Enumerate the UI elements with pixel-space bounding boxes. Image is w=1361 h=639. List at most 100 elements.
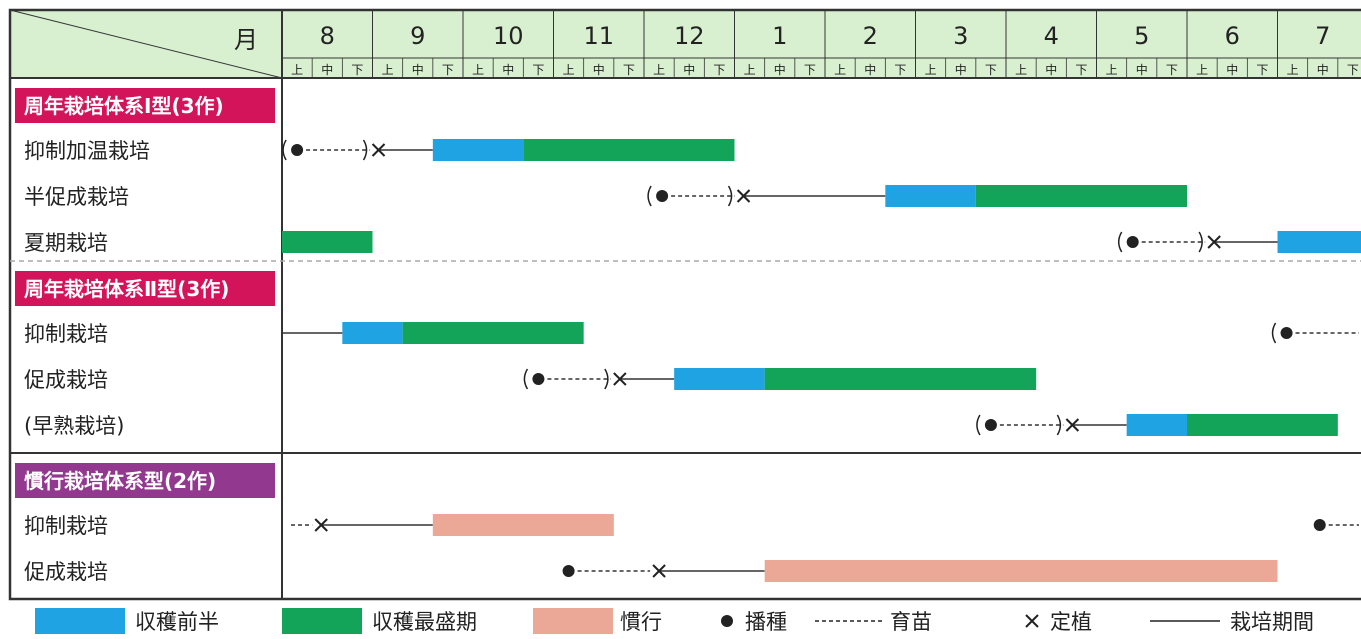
system-title-badge (15, 271, 275, 306)
month-label: 4 (1044, 22, 1059, 50)
sub-period-label: 下 (985, 63, 997, 77)
legend-label: 慣行 (620, 610, 662, 634)
planting-cross-icon (1065, 418, 1080, 432)
month-label: 6 (1225, 22, 1240, 50)
month-label: 10 (493, 22, 524, 50)
sowing-dot-icon (532, 373, 545, 385)
sub-period-label: 下 (1166, 63, 1178, 77)
corner-diagonal (9, 9, 283, 79)
legend-planting-cross-icon (1025, 614, 1039, 628)
crop-row-label: 夏期栽培 (24, 231, 108, 255)
legend-label: 栽培期間 (1230, 610, 1314, 634)
sub-period-label: 下 (1256, 63, 1268, 77)
sub-period-label: 中 (1045, 62, 1057, 77)
first-half-bar (674, 368, 765, 390)
system-title-badge (15, 88, 275, 123)
sub-period-label: 中 (502, 62, 514, 77)
sub-period-label: 上 (472, 63, 484, 77)
planting-cross-icon (652, 564, 666, 578)
sub-period-label: 中 (1317, 62, 1329, 77)
sub-period-label: 上 (1106, 63, 1118, 77)
first-half-bar (342, 322, 403, 344)
legend-label: 育苗 (890, 610, 932, 634)
close-paren-icon (1198, 231, 1203, 253)
peak-bar (282, 231, 373, 253)
sub-period-label: 上 (1196, 63, 1208, 77)
sub-period-label: 上 (925, 63, 937, 77)
system-title-badge (15, 463, 275, 498)
crop-row-label: 抑制栽培 (24, 322, 108, 346)
month-label: 2 (863, 22, 878, 50)
legend-swatch-first-half (35, 608, 125, 634)
legend-swatch-peak (282, 608, 362, 634)
sub-period-label: 下 (894, 63, 906, 77)
conventional-bar (764, 560, 1278, 582)
month-label: 8 (320, 22, 335, 50)
sub-period-label: 下 (713, 63, 725, 77)
planting-cross-icon (1207, 235, 1221, 249)
open-paren-icon (282, 139, 287, 161)
sub-period-label: 下 (442, 63, 454, 77)
open-paren-icon (976, 414, 981, 436)
sub-period-label: 中 (321, 62, 333, 77)
legend-sowing-dot-icon (721, 615, 733, 627)
sowing-dot-icon (984, 419, 997, 431)
close-paren-icon (362, 139, 368, 161)
sub-period-label: 下 (1347, 63, 1359, 77)
close-paren-icon (727, 185, 733, 207)
month-label: 1 (772, 22, 787, 50)
peak-bar (764, 368, 1037, 390)
sowing-dot-icon (291, 144, 304, 156)
sub-period-label: 上 (1015, 63, 1027, 77)
first-half-bar (432, 139, 524, 161)
month-label: 11 (583, 22, 614, 50)
open-paren-icon (1117, 231, 1123, 253)
conventional-bar (432, 514, 614, 536)
system-title: 周年栽培体系Ⅱ型(3作) (24, 277, 229, 301)
legend-swatch-conventional (533, 608, 613, 634)
first-half-bar (885, 185, 976, 207)
month-label: 3 (953, 22, 968, 50)
sub-period-label: 上 (653, 63, 665, 77)
planting-cross-icon (736, 189, 751, 203)
sowing-dot-icon (1313, 519, 1326, 531)
crop-row-label: 促成栽培 (24, 368, 108, 392)
open-paren-icon (647, 185, 652, 207)
sub-period-label: 中 (683, 62, 695, 77)
sub-period-label: 中 (593, 62, 605, 77)
sub-period-label: 下 (804, 63, 816, 77)
sub-period-label: 下 (532, 63, 544, 77)
close-paren-icon (604, 368, 609, 390)
peak-bar (975, 185, 1187, 207)
legend-label: 収穫最盛期 (372, 610, 477, 634)
legend-label: 定植 (1050, 610, 1092, 634)
legend-label: 収穫前半 (135, 610, 219, 634)
sub-period-label: 中 (864, 62, 876, 77)
crop-row-label: 抑制加温栽培 (24, 139, 150, 163)
open-paren-icon (523, 368, 529, 390)
month-axis-label: 月 (234, 26, 258, 54)
month-label: 7 (1315, 22, 1330, 50)
month-label: 5 (1134, 22, 1149, 50)
close-paren-icon (1056, 414, 1062, 436)
system-title: 周年栽培体系Ⅰ型(3作) (24, 94, 224, 118)
sowing-dot-icon (656, 190, 669, 202)
sowing-dot-icon (562, 565, 575, 577)
crop-row-label: 促成栽培 (24, 560, 108, 584)
sub-period-label: 上 (563, 63, 575, 77)
sub-period-label: 中 (955, 62, 967, 77)
sub-period-label: 上 (291, 63, 303, 77)
sub-period-label: 中 (412, 62, 424, 77)
sowing-dot-icon (1280, 327, 1293, 339)
legend-label: 播種 (745, 610, 787, 634)
crop-row-label: 抑制栽培 (24, 514, 108, 538)
peak-bar (523, 139, 735, 161)
crop-row-label: (早熟栽培) (24, 414, 124, 438)
open-paren-icon (1271, 322, 1277, 344)
first-half-bar (1277, 231, 1361, 253)
month-label: 12 (674, 22, 705, 50)
sub-period-label: 下 (1075, 63, 1087, 77)
planting-cross-icon (314, 518, 328, 532)
